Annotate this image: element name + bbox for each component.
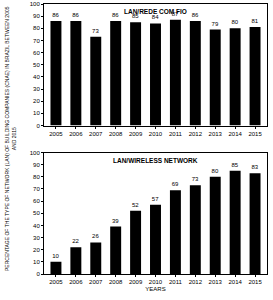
svg-text:40: 40 <box>33 223 40 229</box>
svg-text:2014: 2014 <box>228 131 242 137</box>
svg-text:PERCENTAGE OF THE TYPE OF NETW: PERCENTAGE OF THE TYPE OF NETWORK (LAN) … <box>4 6 17 271</box>
svg-text:84: 84 <box>152 14 159 20</box>
svg-text:2014: 2014 <box>228 279 242 285</box>
svg-text:85: 85 <box>231 162 238 168</box>
svg-text:40: 40 <box>33 74 40 80</box>
svg-text:80: 80 <box>231 19 238 25</box>
svg-text:81: 81 <box>251 18 258 24</box>
svg-text:70: 70 <box>33 186 40 192</box>
svg-text:30: 30 <box>33 86 40 92</box>
svg-text:20: 20 <box>33 98 40 104</box>
svg-text:79: 79 <box>212 21 219 27</box>
svg-text:86: 86 <box>112 12 119 18</box>
svg-text:0: 0 <box>36 123 40 129</box>
svg-text:10: 10 <box>33 110 40 116</box>
svg-text:2006: 2006 <box>69 131 83 137</box>
svg-text:10: 10 <box>52 253 59 259</box>
svg-text:90: 90 <box>33 162 40 168</box>
svg-text:86: 86 <box>72 12 79 18</box>
svg-text:100: 100 <box>30 1 41 7</box>
svg-text:2011: 2011 <box>169 131 183 137</box>
svg-text:2006: 2006 <box>69 279 83 285</box>
svg-text:2010: 2010 <box>149 279 163 285</box>
svg-text:57: 57 <box>152 196 159 202</box>
svg-text:2007: 2007 <box>89 131 103 137</box>
svg-text:2005: 2005 <box>49 279 63 285</box>
svg-text:90: 90 <box>33 13 40 19</box>
svg-text:50: 50 <box>33 62 40 68</box>
svg-text:LAN/WIRELESS NETWORK: LAN/WIRELESS NETWORK <box>113 157 198 164</box>
svg-text:80: 80 <box>212 168 219 174</box>
svg-text:2012: 2012 <box>189 279 203 285</box>
svg-text:86: 86 <box>52 12 59 18</box>
svg-text:2009: 2009 <box>129 131 143 137</box>
svg-text:26: 26 <box>92 233 99 239</box>
svg-text:100: 100 <box>30 150 41 156</box>
svg-text:80: 80 <box>33 174 40 180</box>
svg-text:87: 87 <box>172 11 179 17</box>
svg-text:70: 70 <box>33 38 40 44</box>
svg-text:80: 80 <box>33 25 40 31</box>
svg-text:73: 73 <box>192 176 199 182</box>
svg-text:69: 69 <box>172 181 179 187</box>
svg-text:LAN/REDE COM FIO: LAN/REDE COM FIO <box>124 8 187 15</box>
svg-text:2008: 2008 <box>109 279 123 285</box>
svg-text:83: 83 <box>251 164 258 170</box>
svg-text:2009: 2009 <box>129 279 143 285</box>
svg-text:20: 20 <box>33 247 40 253</box>
svg-text:2005: 2005 <box>49 131 63 137</box>
svg-text:86: 86 <box>192 12 199 18</box>
svg-text:2013: 2013 <box>209 131 223 137</box>
svg-text:2010: 2010 <box>149 131 163 137</box>
svg-text:22: 22 <box>72 238 79 244</box>
svg-text:60: 60 <box>33 198 40 204</box>
svg-text:60: 60 <box>33 50 40 56</box>
svg-text:30: 30 <box>33 235 40 241</box>
svg-text:YEARS: YEARS <box>145 286 165 292</box>
svg-text:39: 39 <box>112 218 119 224</box>
svg-text:85: 85 <box>132 13 139 19</box>
svg-text:50: 50 <box>33 210 40 216</box>
svg-text:2011: 2011 <box>169 279 183 285</box>
svg-text:2007: 2007 <box>89 279 103 285</box>
svg-text:2008: 2008 <box>109 131 123 137</box>
svg-text:10: 10 <box>33 259 40 265</box>
svg-text:2015: 2015 <box>248 279 262 285</box>
svg-text:2015: 2015 <box>248 131 262 137</box>
svg-text:73: 73 <box>92 28 99 34</box>
svg-text:0: 0 <box>36 271 40 277</box>
svg-text:52: 52 <box>132 202 139 208</box>
svg-text:2013: 2013 <box>209 279 223 285</box>
svg-text:2012: 2012 <box>189 131 203 137</box>
